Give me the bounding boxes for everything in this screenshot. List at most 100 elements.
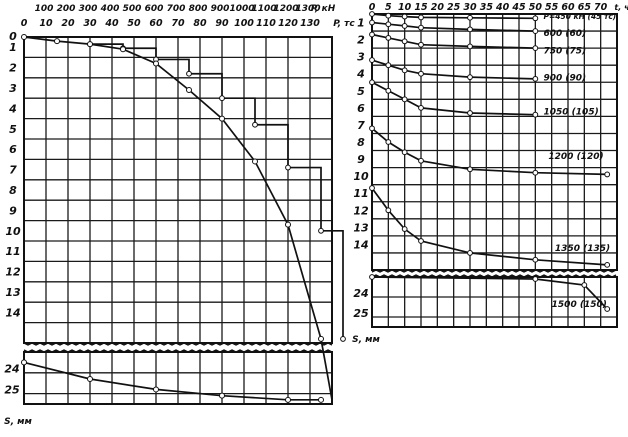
- left-break-line: [23, 342, 333, 346]
- right-series-point: [401, 13, 408, 20]
- left-curves: [23, 36, 333, 401]
- left-top-tick-label: 1300: [295, 4, 320, 14]
- left-top-tick-label: 600: [145, 4, 164, 14]
- right-y-tick-label: 10: [353, 170, 369, 183]
- left-top-tick-label: 1100: [251, 4, 276, 14]
- left-drop-line: [320, 338, 333, 400]
- right-series-point: [532, 256, 539, 263]
- left-bottom-tick-label: 80: [193, 18, 207, 29]
- left-y-tick-label: 4: [8, 102, 17, 115]
- right-series-point: [418, 157, 424, 164]
- right-series-point: [369, 185, 375, 191]
- right-y-tick-label: 13: [353, 221, 369, 234]
- right-y-axis-title: S, мм: [352, 335, 380, 345]
- right-series-point: [532, 15, 539, 22]
- left-bottom-tick-label: 120: [278, 18, 298, 29]
- left-step-point: [219, 95, 225, 102]
- right-series-point: [418, 70, 424, 77]
- right-series-point: [369, 11, 375, 17]
- right-break-line: [371, 269, 617, 273]
- right-series-point: [385, 62, 392, 69]
- right-series-point: [401, 226, 408, 232]
- left-series-point: [21, 34, 27, 40]
- left-step-point: [318, 227, 324, 234]
- left-y-tick-label: 5: [9, 123, 17, 136]
- right-load-label: 1050 (105): [544, 108, 599, 118]
- right-series-point: [369, 274, 375, 280]
- left-y-tick-label: 13: [5, 286, 21, 299]
- left-series-point: [21, 359, 27, 366]
- right-series-point: [385, 21, 392, 28]
- right-series-point: [385, 139, 392, 145]
- right-series-point: [532, 45, 539, 52]
- right-load-label: 900 (90): [544, 74, 587, 84]
- right-series-point: [532, 111, 539, 118]
- right-series-point: [385, 34, 392, 41]
- right-load-label: 1200 (120): [548, 152, 603, 162]
- left-y-tick-label: 24: [4, 363, 19, 376]
- left-bottom-tick-label: 90: [215, 18, 229, 29]
- left-y-tick-label: 3: [9, 82, 17, 95]
- right-series-point: [604, 261, 611, 268]
- left-frame-lower: [23, 351, 333, 405]
- left-bottom-tick-label: 30: [83, 18, 97, 29]
- right-grid: [371, 13, 618, 327]
- right-y-tick-label: 25: [353, 307, 369, 320]
- right-x-tick-label: 30: [463, 2, 477, 13]
- right-y-tick-label: 24: [353, 287, 368, 300]
- left-top-axis-title: P, кН: [311, 4, 336, 14]
- right-series-point: [604, 171, 611, 178]
- right-series-point: [401, 67, 408, 74]
- left-axis-break: [23, 342, 333, 353]
- right-series-point: [369, 31, 375, 38]
- right-series-point: [532, 28, 539, 34]
- right-axis-break: [371, 269, 617, 278]
- right-x-tick-label: 70: [594, 2, 608, 13]
- left-step-point: [186, 70, 192, 77]
- left-y-tick-label: 9: [9, 204, 17, 217]
- left-y-tick-label: 14: [5, 306, 20, 319]
- left-top-tick-label: 800: [189, 4, 208, 14]
- right-series-point: [467, 14, 473, 21]
- right-y-tick-label: 8: [357, 136, 365, 149]
- left-bottom-axis-title: P, тс: [333, 19, 355, 29]
- left-bottom-tick-label: 70: [171, 18, 185, 29]
- right-x-tick-label: 35: [480, 2, 494, 13]
- left-bottom-tick-label: 0: [21, 18, 28, 29]
- right-series-point: [467, 110, 473, 116]
- left-series-point: [219, 392, 225, 399]
- right-x-tick-label: 50: [529, 2, 543, 13]
- left-y-tick-label: 12: [5, 266, 21, 279]
- left-y-tick-label: 1: [9, 41, 17, 54]
- right-y-tick-label: 4: [356, 68, 365, 81]
- left-bottom-tick-label: 40: [104, 18, 119, 29]
- right-x-axis-title: t, ч: [614, 3, 628, 12]
- right-y-tick-label: 14: [353, 238, 368, 251]
- right-x-tick-label: 55: [545, 2, 559, 13]
- left-bottom-tick-label: 100: [234, 18, 254, 29]
- right-x-tick-label: 15: [414, 2, 428, 13]
- right-series-point: [467, 43, 473, 50]
- left-series-point: [186, 87, 192, 94]
- left-top-tick-label: 300: [79, 4, 98, 14]
- left-series-point: [153, 60, 159, 67]
- left-settlement-steps: [87, 41, 346, 342]
- left-series-point: [87, 41, 93, 48]
- left-bottom-tick-label: 110: [256, 18, 276, 29]
- right-series-point: [369, 57, 375, 63]
- right-series-point: [467, 250, 473, 256]
- left-y-tick-label: 2: [9, 62, 17, 75]
- right-x-tick-label: 45: [511, 2, 526, 13]
- right-load-label: 600 (60): [544, 29, 587, 39]
- left-break-line: [23, 349, 333, 353]
- left-y-tick-label: 11: [5, 245, 20, 258]
- left-y-axis-title: S, мм: [4, 417, 32, 427]
- right-series-point: [418, 104, 424, 111]
- left-step-point: [285, 164, 291, 171]
- right-series-point: [604, 306, 611, 312]
- right-load-label: 1350 (135): [555, 244, 610, 254]
- right-y-tick-label: 3: [357, 51, 365, 64]
- left-y-tick-label: 0: [9, 30, 17, 43]
